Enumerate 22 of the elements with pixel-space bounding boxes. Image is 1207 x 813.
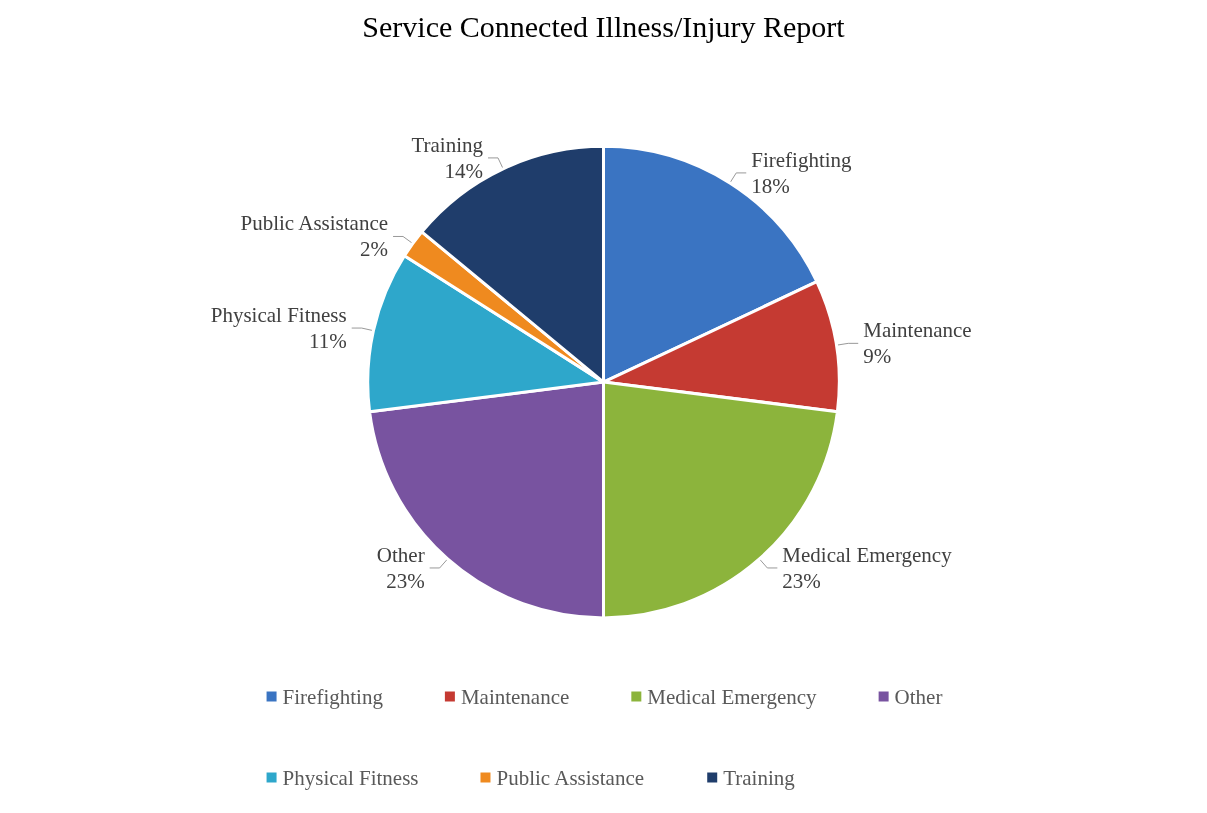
slice-label: Medical Emergency (782, 542, 953, 567)
legend-label: Physical Fitness (282, 765, 419, 790)
slice-label: Firefighting (751, 147, 853, 172)
legend-label: Medical Emergency (647, 684, 818, 709)
data-label: 2% (360, 237, 389, 262)
data-label: 18% (751, 173, 790, 198)
legend-label: Public Assistance (496, 765, 645, 790)
legend-label: Training (723, 765, 796, 790)
data-label: 9% (863, 344, 892, 369)
slice-label: Physical Fitness (210, 303, 347, 328)
data-label: 23% (782, 568, 821, 593)
legend-label: Firefighting (282, 684, 384, 709)
slice-label: Maintenance (863, 318, 972, 343)
slice-label: Public Assistance (240, 211, 389, 236)
slice-label: Training (411, 132, 484, 157)
legend-label: Maintenance (460, 684, 570, 709)
data-label: 23% (386, 568, 425, 593)
data-label: 14% (444, 158, 483, 183)
legend-label: Other (894, 684, 943, 709)
chart-title: Service Connected Illness/Injury Report (362, 9, 846, 43)
data-label: 11% (308, 329, 347, 354)
slice-label: Other (376, 542, 425, 567)
